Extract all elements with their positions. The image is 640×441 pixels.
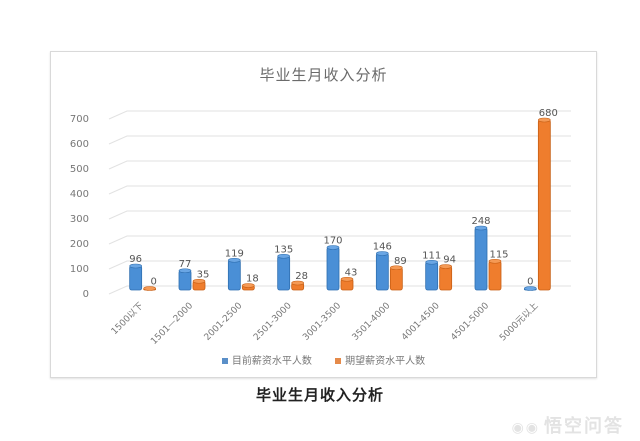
data-label: 96 bbox=[129, 254, 142, 265]
data-label: 94 bbox=[443, 255, 456, 266]
x-tick-label: 1500以下 bbox=[110, 301, 146, 337]
bar-cap bbox=[178, 268, 192, 274]
watermark-text: 悟空问答 bbox=[544, 416, 624, 437]
legend-item-current: 目前薪资水平人数 bbox=[221, 352, 312, 367]
bar-cap bbox=[291, 280, 304, 286]
y-tick-label: 400 bbox=[70, 189, 89, 200]
data-label: 28 bbox=[295, 271, 308, 282]
x-tick-label: 2001-2500 bbox=[203, 301, 245, 343]
data-label: 248 bbox=[471, 216, 490, 227]
y-tick-label: 100 bbox=[70, 264, 89, 275]
bar-cap bbox=[376, 251, 389, 256]
gridline bbox=[108, 185, 571, 195]
y-tick-label: 200 bbox=[70, 239, 89, 250]
y-tick-label: 500 bbox=[70, 164, 89, 175]
bar-cap bbox=[538, 117, 551, 123]
y-tick-label: 0 bbox=[83, 289, 89, 300]
x-tick-label: 4501-5000 bbox=[449, 301, 491, 343]
bar-cap bbox=[439, 264, 452, 269]
data-label: 146 bbox=[373, 242, 392, 253]
data-label: 0 bbox=[527, 277, 533, 288]
bar-current bbox=[375, 253, 389, 291]
data-label: 119 bbox=[225, 248, 244, 259]
x-tick-label: 5000元以上 bbox=[497, 300, 540, 343]
data-label: 115 bbox=[489, 249, 508, 260]
gridline bbox=[108, 260, 571, 270]
bar-expected bbox=[537, 119, 551, 291]
data-label: 170 bbox=[323, 236, 342, 247]
y-tick-label: 700 bbox=[70, 114, 89, 125]
bar-expected bbox=[439, 266, 453, 291]
wukong-logo-icon: ◉◉ bbox=[511, 420, 540, 436]
legend-item-expected: 期望薪资水平人数 bbox=[335, 352, 425, 367]
x-tick-label: 3001-3500 bbox=[301, 301, 343, 343]
watermark: ◉◉ 悟空问答 bbox=[512, 412, 624, 438]
data-label: 43 bbox=[345, 267, 358, 278]
bar-expected bbox=[389, 267, 403, 291]
x-tick-label: 2501-3000 bbox=[252, 301, 294, 343]
chart-title: 毕业生月收入分析 bbox=[259, 66, 388, 84]
legend-swatch-expected bbox=[335, 358, 342, 364]
bar-current bbox=[129, 265, 143, 291]
bar-cap bbox=[425, 259, 438, 265]
x-tick-label: 4001-4500 bbox=[400, 301, 442, 343]
legend: 目前薪资水平人数 期望薪资水平人数 bbox=[51, 352, 596, 367]
data-label: 89 bbox=[394, 256, 407, 267]
gridline bbox=[108, 135, 571, 145]
plot-area: 0 100 200 300 400 500 600 700 96 0 1500以下 77 35 1501—… bbox=[70, 108, 571, 347]
gridline bbox=[108, 110, 571, 120]
data-label: 680 bbox=[539, 108, 558, 119]
data-label: 135 bbox=[274, 244, 293, 255]
bar-cap bbox=[143, 286, 156, 291]
x-tick-label: 3501-4000 bbox=[351, 301, 393, 343]
bar-cap bbox=[277, 253, 290, 259]
bar-current bbox=[474, 227, 488, 291]
data-label: 77 bbox=[179, 259, 192, 270]
figure-caption: 毕业生月收入分析 bbox=[255, 386, 384, 404]
bar-cap bbox=[326, 245, 340, 250]
bar-cap bbox=[242, 283, 255, 288]
gridline bbox=[108, 160, 571, 170]
bar-current bbox=[277, 255, 291, 291]
bar-expected bbox=[488, 260, 502, 291]
legend-label-current: 目前薪资水平人数 bbox=[231, 356, 312, 367]
gridline bbox=[108, 285, 571, 295]
bar-current bbox=[227, 259, 241, 291]
bar-cap bbox=[129, 263, 142, 269]
legend-swatch-current bbox=[221, 358, 228, 364]
data-label: 18 bbox=[246, 274, 259, 285]
bar-cap bbox=[228, 257, 241, 263]
bar-current bbox=[425, 261, 439, 291]
bar-current bbox=[178, 270, 192, 291]
bar-cap bbox=[192, 278, 206, 284]
y-tick-label: 300 bbox=[70, 214, 89, 225]
data-label: 0 bbox=[150, 277, 156, 288]
bar-cap bbox=[340, 276, 354, 282]
bar-cap bbox=[524, 286, 537, 291]
y-tick-label: 600 bbox=[70, 139, 89, 150]
gridline bbox=[108, 210, 571, 220]
bar-cap bbox=[488, 258, 502, 264]
data-label: 35 bbox=[197, 269, 210, 280]
data-label: 111 bbox=[422, 250, 441, 261]
chart-frame: 毕业生月收入分析 0 100 200 300 400 500 600 700 96 0 1500以下… bbox=[50, 51, 597, 378]
x-tick-label: 1501—2000 bbox=[149, 301, 195, 347]
gridline bbox=[108, 235, 571, 245]
legend-label-expected: 期望薪资水平人数 bbox=[345, 356, 426, 367]
bar-cap bbox=[474, 225, 488, 231]
bar-current bbox=[326, 247, 340, 291]
bar-cap bbox=[390, 265, 403, 271]
